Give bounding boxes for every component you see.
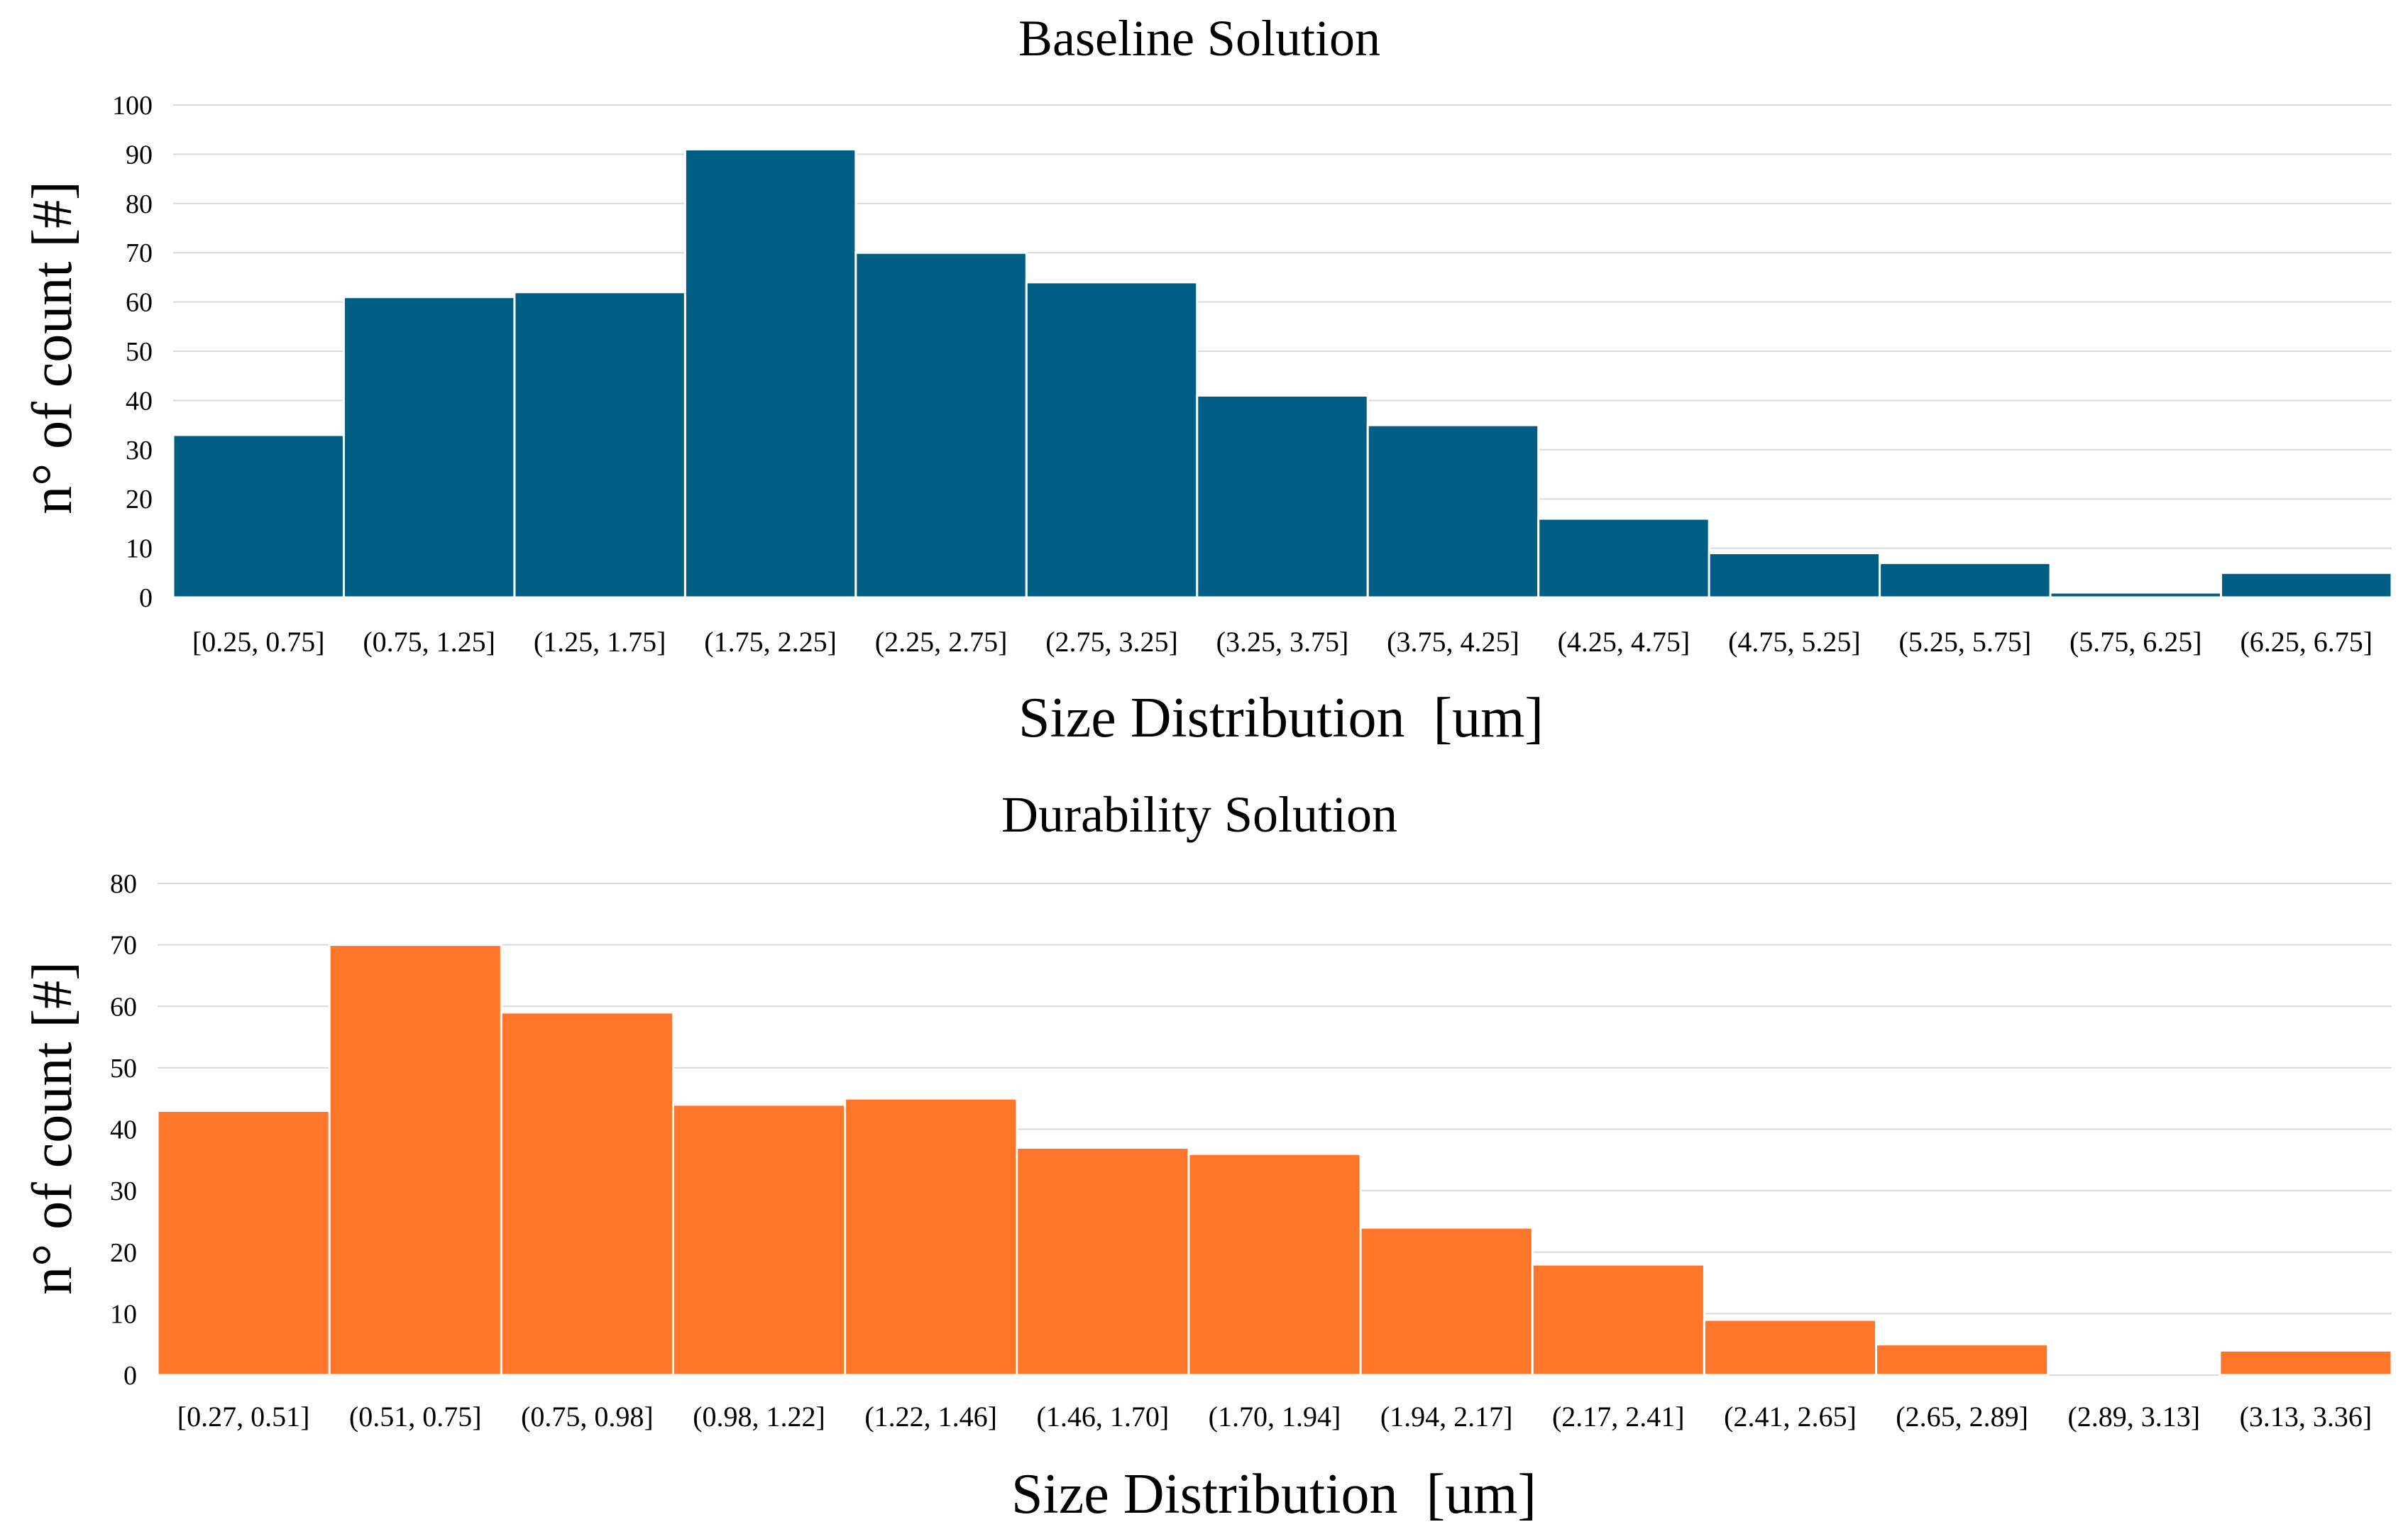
x-tick-label: [0.25, 0.75] — [192, 626, 325, 658]
y-tick-label: 40 — [126, 386, 153, 416]
x-tick-labels: [0.25, 0.75] (0.75, 1.25] (1.25, 1.75] (1.7… — [192, 626, 2373, 658]
x-tick-label: (1.94, 2.17] — [1380, 1401, 1513, 1433]
y-tick-labels: 0 10 20 30 40 50 60 70 80 — [110, 869, 137, 1391]
bar — [1366, 424, 1540, 599]
bars — [172, 148, 2393, 599]
y-tick-label: 0 — [123, 1361, 137, 1391]
x-tick-label: (1.75, 2.25] — [704, 626, 837, 658]
x-tick-label: (0.98, 1.22] — [693, 1401, 825, 1433]
bar — [1708, 552, 1881, 599]
x-tick-label: (3.25, 3.75] — [1216, 626, 1349, 658]
bar — [172, 434, 345, 599]
y-tick-label: 80 — [110, 869, 137, 899]
x-tick-label: (1.25, 1.75] — [534, 626, 666, 658]
y-tick-label: 50 — [110, 1054, 137, 1083]
bar — [513, 291, 686, 599]
bar — [156, 1110, 331, 1377]
y-tick-label: 60 — [126, 288, 153, 318]
y-tick-label: 80 — [126, 189, 153, 219]
x-tick-labels: [0.27, 0.51] (0.51, 0.75] (0.75, 0.98] (0.9… — [177, 1401, 2372, 1433]
x-tick-label: (0.51, 0.75] — [349, 1401, 482, 1433]
x-axis-label: Size Distribution [um] — [1011, 1463, 1536, 1526]
bar — [1879, 561, 2052, 599]
bar — [1531, 1263, 1705, 1377]
chart-title: Durability Solution — [1001, 786, 1397, 843]
y-tick-label: 0 — [139, 583, 153, 613]
bar — [1703, 1318, 1878, 1377]
bar — [1875, 1343, 2050, 1377]
y-tick-label: 70 — [110, 931, 137, 961]
bar — [1359, 1226, 1534, 1377]
bar — [854, 251, 1028, 599]
x-axis-label: Size Distribution [um] — [1018, 687, 1544, 749]
x-tick-label: (2.75, 3.25] — [1045, 626, 1178, 658]
bar — [2220, 571, 2393, 599]
y-tick-label: 20 — [126, 485, 153, 514]
x-tick-label: (2.89, 3.13] — [2067, 1401, 2200, 1433]
x-tick-label: (0.75, 1.25] — [363, 626, 495, 658]
y-tick-label: 50 — [126, 337, 153, 367]
bar — [1537, 517, 1710, 599]
bar — [844, 1097, 1018, 1377]
bar — [1187, 1152, 1362, 1377]
y-tick-label: 30 — [126, 436, 153, 465]
x-tick-label: (2.65, 2.89] — [1896, 1401, 2028, 1433]
bar — [500, 1011, 674, 1377]
x-tick-label: (0.75, 0.98] — [521, 1401, 654, 1433]
y-tick-label: 70 — [126, 238, 153, 268]
bar — [1016, 1146, 1190, 1377]
x-tick-label: (2.41, 2.65] — [1724, 1401, 1857, 1433]
bar — [683, 148, 857, 599]
y-tick-label: 90 — [126, 140, 153, 170]
y-tick-labels: 0 10 20 30 40 50 60 70 80 90 100 — [112, 91, 153, 613]
x-tick-label: (1.22, 1.46] — [864, 1401, 997, 1433]
x-tick-label: (2.25, 2.75] — [875, 626, 1008, 658]
bar — [2049, 591, 2223, 599]
x-tick-label: [0.27, 0.51] — [177, 1401, 310, 1433]
bar — [2219, 1349, 2393, 1377]
baseline-chart: Baseline Solution 0 10 20 30 40 50 60 70 80 90 100… — [21, 10, 2393, 749]
bar — [1025, 281, 1199, 599]
y-tick-label: 20 — [110, 1238, 137, 1268]
y-axis-label: n° of count [#] — [21, 961, 84, 1295]
x-tick-label: (5.25, 5.75] — [1899, 626, 2032, 658]
x-tick-label: (4.75, 5.25] — [1728, 626, 1861, 658]
x-tick-label: (4.25, 4.75] — [1558, 626, 1690, 658]
y-tick-label: 60 — [110, 992, 137, 1022]
y-tick-label: 40 — [110, 1115, 137, 1145]
durability-chart: Durability Solution 0 10 20 30 40 50 60 70 80 [0… — [21, 786, 2393, 1526]
y-tick-label: 100 — [112, 91, 153, 121]
x-tick-label: (2.17, 2.41] — [1552, 1401, 1685, 1433]
bar — [342, 296, 516, 599]
x-tick-label: (3.13, 3.36] — [2240, 1401, 2373, 1433]
bar — [671, 1103, 847, 1377]
x-tick-label: (3.75, 4.25] — [1387, 626, 1519, 658]
x-tick-label: (1.70, 1.94] — [1209, 1401, 1341, 1433]
y-tick-label: 10 — [126, 534, 153, 564]
bars — [156, 944, 2393, 1377]
y-axis-label: n° of count [#] — [21, 181, 84, 514]
bar — [1196, 394, 1369, 599]
x-tick-label: (5.75, 6.25] — [2069, 626, 2202, 658]
y-tick-label: 10 — [110, 1299, 137, 1329]
bar — [328, 944, 502, 1377]
x-tick-label: (6.25, 6.75] — [2240, 626, 2373, 658]
x-tick-label: (1.46, 1.70] — [1037, 1401, 1170, 1433]
y-tick-label: 30 — [110, 1176, 137, 1206]
chart-title: Baseline Solution — [1018, 10, 1380, 67]
